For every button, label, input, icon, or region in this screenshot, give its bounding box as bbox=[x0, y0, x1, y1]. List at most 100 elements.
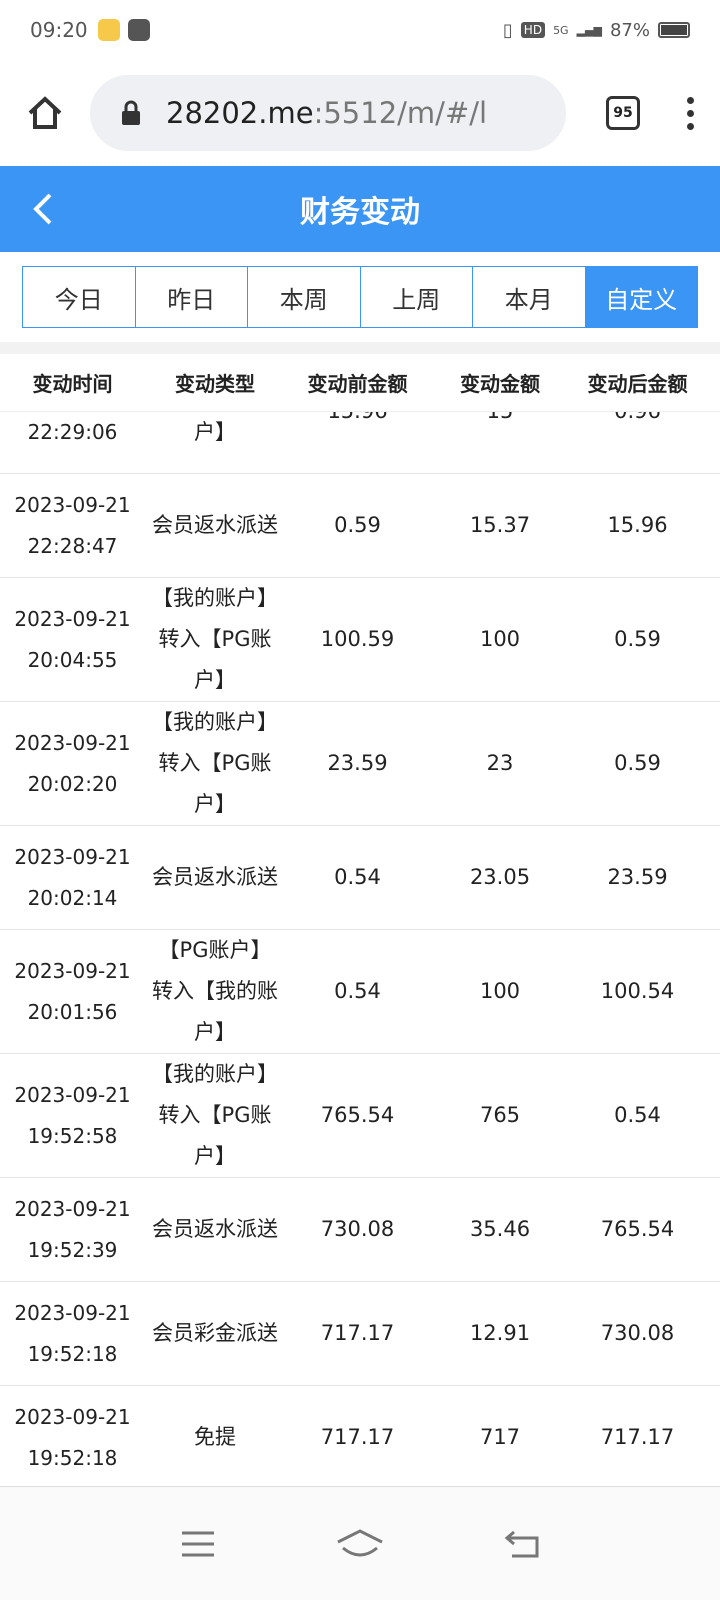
column-header: 变动类型 bbox=[175, 372, 255, 396]
cell-time: 2023-09-21 22:28:47 bbox=[0, 485, 145, 567]
menu-icon[interactable] bbox=[180, 1529, 216, 1559]
cell-after: 23.59 bbox=[607, 865, 668, 889]
cell-amount: 23 bbox=[486, 751, 514, 775]
table-row: 2023-09-21 19:52:58 【我的账户】转入【PG账户】 765.54 76… bbox=[0, 1054, 720, 1178]
time: 22:28:47 bbox=[27, 533, 118, 558]
time: 19:52:18 bbox=[27, 1445, 118, 1470]
status-bar: 09:20 ▯ HD 5G ▂▄▆ 87% bbox=[0, 0, 720, 60]
time: 19:52:18 bbox=[27, 1341, 118, 1366]
cell-amount: 12.91 bbox=[469, 1321, 531, 1345]
home-icon bbox=[28, 96, 62, 129]
battery-percent: 87% bbox=[609, 19, 650, 41]
cell-time: 2023-09-21 19:52:58 bbox=[0, 1075, 145, 1157]
page-title: 财务变动 bbox=[300, 195, 420, 230]
date: 2023-09-21 bbox=[14, 730, 131, 755]
tab-today[interactable]: 今日 bbox=[23, 267, 136, 327]
back-nav-icon[interactable] bbox=[504, 1529, 540, 1559]
table-row: 2023-09-21 20:02:14 会员返水派送 0.54 23.05 23.59 bbox=[0, 826, 720, 930]
cell-after: 0.59 bbox=[614, 751, 661, 775]
hd-icon: HD bbox=[520, 22, 546, 38]
table-header: 变动时间 变动类型 变动前金额 变动金额 变动后金额 bbox=[0, 354, 720, 412]
cell-before: 717.17 bbox=[320, 1321, 395, 1345]
time: 20:04:55 bbox=[27, 647, 118, 672]
table-row: 2023-09-21 20:02:20 【我的账户】转入【PG账户】 23.59 23 0… bbox=[0, 702, 720, 826]
cell-time: 2023-09-21 20:04:55 bbox=[0, 599, 145, 681]
time: 20:02:14 bbox=[27, 885, 118, 910]
cell-after: 765.54 bbox=[600, 1217, 675, 1241]
cell-before: 717.17 bbox=[320, 1425, 395, 1449]
tab-yesterday[interactable]: 昨日 bbox=[136, 267, 248, 327]
lock-icon bbox=[122, 100, 140, 125]
vibrate-icon: ▯ bbox=[502, 19, 513, 41]
date-filter-tabs: 今日 昨日 本周 上周 本月 自定义 bbox=[22, 266, 698, 328]
cell-before: 100.59 bbox=[320, 627, 395, 651]
cell-time: 2023-09-21 20:02:14 bbox=[0, 837, 145, 919]
cell-type: 【我的账户】转入【PG账户】 bbox=[152, 1062, 278, 1168]
table-row: 2023-09-21 20:04:55 【我的账户】转入【PG账户】 100.59 10… bbox=[0, 578, 720, 702]
cell-amount: 23.05 bbox=[469, 865, 531, 889]
divider bbox=[0, 342, 720, 354]
date: 2023-09-21 bbox=[14, 1300, 131, 1325]
cell-amount: 100 bbox=[479, 979, 521, 1003]
battery-icon bbox=[658, 22, 690, 38]
time: 19:52:58 bbox=[27, 1123, 118, 1148]
back-icon[interactable] bbox=[30, 191, 58, 227]
cell-time: 2023-09-21 19:52:18 bbox=[0, 1293, 145, 1375]
app-notification-icon bbox=[97, 19, 120, 41]
home-icon[interactable] bbox=[335, 1528, 385, 1560]
browser-toolbar: 28202.me:5512/m/#/l 95 bbox=[0, 60, 720, 166]
tab-last-week[interactable]: 上周 bbox=[361, 267, 473, 327]
more-menu-button[interactable] bbox=[680, 96, 700, 130]
signal-icon: 5G bbox=[553, 23, 569, 37]
page-header: 财务变动 bbox=[0, 166, 720, 252]
tab-custom[interactable]: 自定义 bbox=[585, 267, 697, 327]
cell-after: 0.59 bbox=[614, 627, 661, 651]
cell-after: 0.54 bbox=[614, 1103, 661, 1127]
cell-before: 765.54 bbox=[320, 1103, 395, 1127]
clock: 09:20 bbox=[30, 18, 88, 42]
date: 2023-09-21 bbox=[14, 1196, 131, 1221]
url-domain: 28202.me bbox=[166, 96, 314, 130]
time: 20:01:56 bbox=[27, 999, 118, 1024]
date: 2023-09-21 bbox=[14, 1082, 131, 1107]
home-button[interactable] bbox=[20, 88, 70, 138]
cell-amount: 35.46 bbox=[469, 1217, 531, 1241]
cell-time: 2023-09-21 19:52:39 bbox=[0, 1189, 145, 1271]
table-row: 2023-09-21 19:52:39 会员返水派送 730.08 35.46 765.5… bbox=[0, 1178, 720, 1282]
cell-before: 0.54 bbox=[334, 979, 381, 1003]
cell-type: 【PG账户】转入【我的账户】 bbox=[152, 938, 278, 1044]
cell-type: 【我的账户】转入【PG账户】 bbox=[152, 586, 278, 692]
cell-amount: 15 bbox=[430, 412, 570, 432]
column-header: 变动前金额 bbox=[307, 372, 408, 396]
cell-before: 15.96 bbox=[285, 412, 430, 432]
cell-amount: 717 bbox=[479, 1425, 521, 1449]
date: 2023-09-21 bbox=[14, 844, 131, 869]
cell-before: 0.54 bbox=[334, 865, 381, 889]
transactions-table[interactable]: 2023-09-2122:29:06转入【PG账户】15.96150.96202… bbox=[0, 412, 720, 1488]
cell-after: 0.96 bbox=[570, 412, 705, 432]
cell-type: 转入【PG账户】 bbox=[194, 419, 236, 444]
table-row: 2023-09-21 19:52:18 免提 717.17 717 717.17 bbox=[0, 1386, 720, 1488]
time: 19:52:39 bbox=[27, 1237, 118, 1262]
cell-after: 717.17 bbox=[600, 1425, 675, 1449]
cell-type: 免提 bbox=[194, 1425, 236, 1449]
cell-type: 会员彩金派送 bbox=[152, 1321, 278, 1345]
address-bar[interactable]: 28202.me:5512/m/#/l bbox=[90, 75, 566, 151]
time: 20:02:20 bbox=[27, 771, 118, 796]
tab-this-week[interactable]: 本周 bbox=[248, 267, 361, 327]
table-row: 2023-09-21 19:52:18 会员彩金派送 717.17 12.91 730.0… bbox=[0, 1282, 720, 1386]
column-header: 变动金额 bbox=[460, 372, 540, 396]
cell-type: 【我的账户】转入【PG账户】 bbox=[152, 710, 278, 816]
cell-before: 0.59 bbox=[334, 513, 381, 537]
column-header: 变动时间 bbox=[32, 372, 113, 396]
cell-after: 100.54 bbox=[600, 979, 675, 1003]
cell-after: 730.08 bbox=[600, 1321, 675, 1345]
date: 2023-09-21 bbox=[14, 492, 131, 517]
cell-time: 2023-09-21 19:52:18 bbox=[0, 1397, 145, 1479]
tab-switcher-button[interactable]: 95 bbox=[606, 96, 640, 130]
time: 22:29:06 bbox=[27, 419, 118, 444]
signal-icon-2: ▂▄▆ bbox=[576, 23, 602, 37]
tab-this-month[interactable]: 本月 bbox=[473, 267, 586, 327]
